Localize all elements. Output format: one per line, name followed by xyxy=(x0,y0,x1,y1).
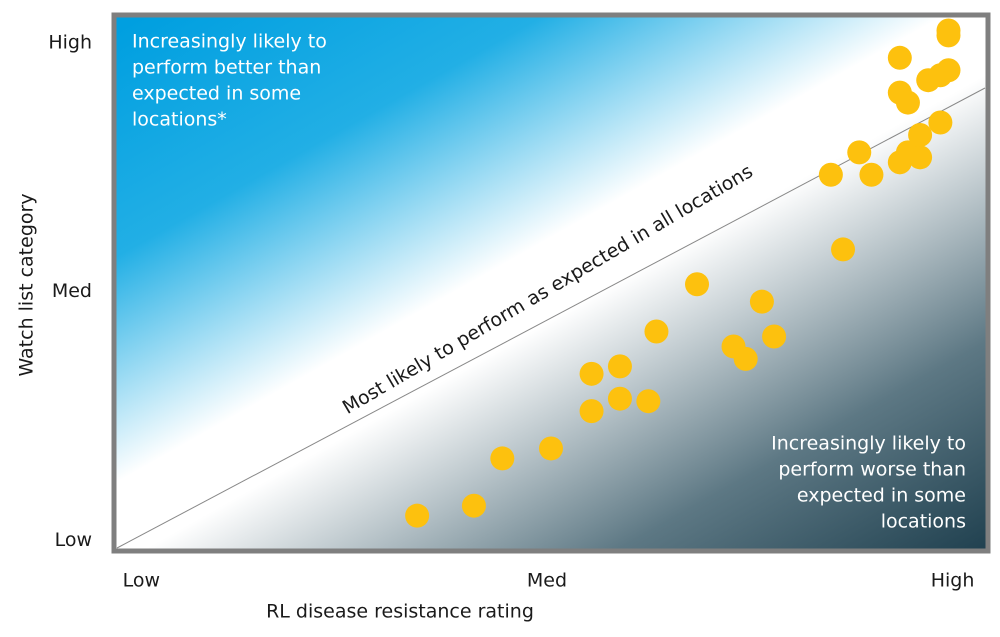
point xyxy=(579,361,604,386)
point xyxy=(859,162,884,187)
annotation-lower: Increasingly likely to xyxy=(771,433,966,455)
y-tick-label: Med xyxy=(52,280,92,302)
point xyxy=(908,122,933,147)
point xyxy=(762,324,787,349)
point xyxy=(928,110,953,135)
y-tick-label: Low xyxy=(55,529,92,551)
diagonal-line xyxy=(116,87,986,549)
point xyxy=(685,272,710,297)
point xyxy=(895,90,920,115)
point xyxy=(749,289,774,314)
annotation-lower: locations xyxy=(881,511,966,533)
point xyxy=(908,145,933,170)
point xyxy=(644,319,669,344)
annotation-lower: perform worse than xyxy=(778,459,966,481)
point xyxy=(405,503,430,528)
annotation-upper: Increasingly likely to xyxy=(132,31,327,53)
point xyxy=(539,436,563,461)
point xyxy=(461,493,486,518)
point xyxy=(936,23,961,48)
point xyxy=(607,354,632,379)
x-axis-label: RL disease resistance rating xyxy=(266,601,534,623)
annotation-upper: locations* xyxy=(132,109,227,131)
point xyxy=(636,389,661,414)
point xyxy=(847,140,872,165)
point xyxy=(733,346,758,371)
point xyxy=(936,58,961,83)
point xyxy=(579,399,604,424)
point xyxy=(607,386,632,411)
annotation-upper: expected in some xyxy=(132,83,301,105)
plot-area xyxy=(111,12,991,554)
point xyxy=(818,162,843,187)
y-axis-label: Watch list category xyxy=(16,193,38,376)
x-tick-label: Low xyxy=(123,570,160,592)
point xyxy=(490,446,515,471)
x-tick-label: Med xyxy=(527,570,567,592)
annotation-lower: expected in some xyxy=(797,485,966,507)
annotation-upper: perform better than xyxy=(132,57,321,79)
x-tick-label: High xyxy=(931,570,975,592)
y-tick-label: High xyxy=(48,31,92,53)
point xyxy=(887,45,912,70)
point xyxy=(831,237,856,262)
